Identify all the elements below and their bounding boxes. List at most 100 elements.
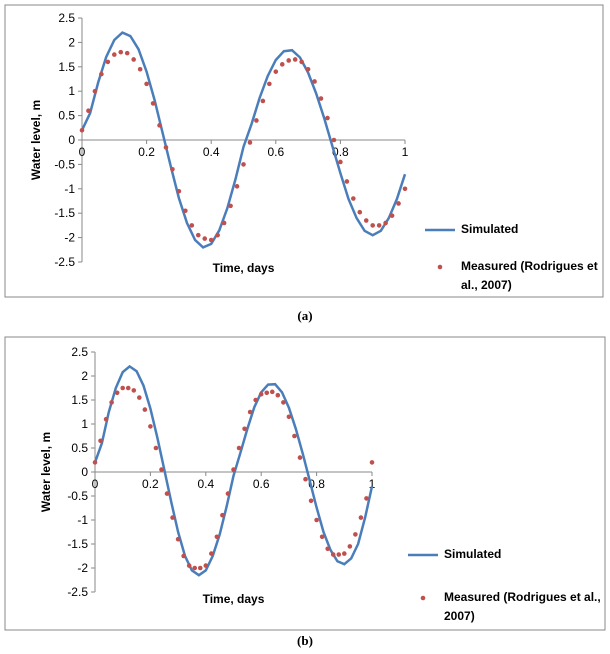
point: [358, 515, 364, 520]
y-tick-label: -2.5: [67, 585, 88, 599]
point: [197, 565, 203, 571]
point: [253, 397, 258, 403]
legend-entry: Measured (Rodrigues et al., 2007): [461, 259, 598, 292]
point: [120, 385, 125, 391]
point: [279, 62, 285, 67]
point: [376, 223, 382, 228]
y-axis-title: Water level, m: [39, 432, 53, 512]
caption: (b): [297, 633, 313, 648]
point: [209, 551, 214, 556]
point: [273, 69, 279, 74]
point: [370, 223, 376, 228]
point: [159, 467, 164, 472]
line: [93, 364, 374, 577]
point: [203, 563, 209, 568]
x-tick-label: 0.6: [253, 477, 270, 491]
chart-frame: [4, 4, 604, 298]
y-tick-label: -1.5: [54, 206, 75, 220]
point: [170, 515, 175, 520]
point: [79, 127, 85, 133]
x-tick-label: 0.4: [197, 477, 214, 491]
point: [186, 563, 192, 568]
point: [170, 166, 175, 172]
point: [142, 407, 148, 412]
point: [364, 496, 369, 501]
x-tick-label: 1: [402, 145, 409, 159]
y-tick-label: 2.5: [71, 345, 88, 359]
caption: (a): [297, 308, 312, 323]
point: [208, 237, 214, 243]
point: [269, 389, 275, 395]
x-tick-label: 0: [92, 477, 99, 491]
y-tick-label: -2: [64, 231, 75, 245]
point: [234, 184, 240, 189]
y-tick-label: 2: [81, 369, 88, 383]
point: [220, 512, 225, 518]
point: [114, 390, 120, 396]
y-tick-label: 0: [68, 133, 75, 147]
y-tick-label: 1.5: [71, 393, 88, 407]
y-tick-label: 1: [81, 417, 88, 431]
chart-frame: [4, 336, 606, 631]
point: [336, 552, 342, 557]
point: [157, 123, 162, 128]
y-axis-title: Water level, m: [29, 100, 43, 180]
y-tick-label: 2.5: [58, 11, 75, 25]
point: [258, 391, 264, 397]
y-tick-label: -2.5: [54, 255, 75, 269]
x-tick-label: 0.4: [203, 145, 220, 159]
point: [176, 188, 182, 194]
point: [330, 552, 336, 557]
legend-entry: Simulated: [461, 222, 518, 236]
point: [92, 460, 98, 465]
y-tick-label: -2: [77, 561, 88, 575]
point: [292, 57, 298, 62]
point: [308, 498, 314, 504]
point: [98, 438, 103, 444]
point: [241, 162, 246, 167]
point: [236, 445, 242, 451]
point: [153, 445, 159, 451]
point: [225, 491, 231, 496]
y-tick-label: 0.5: [71, 441, 88, 455]
point: [319, 534, 325, 540]
point: [181, 553, 186, 559]
point: [275, 392, 281, 398]
x-tick-label: 0.2: [142, 477, 159, 491]
point: [131, 388, 137, 393]
point: [118, 49, 124, 55]
point: [164, 491, 170, 496]
x-axis-title: Time, days: [203, 592, 265, 606]
point: [242, 426, 247, 432]
legend-entry: Simulated: [444, 547, 502, 561]
legend-swatch: [420, 595, 426, 601]
point: [254, 118, 259, 123]
y-tick-label: -0.5: [54, 157, 75, 171]
x-axis-title: Time, days: [213, 261, 275, 275]
point: [163, 145, 169, 150]
point: [347, 544, 353, 549]
point: [125, 385, 131, 391]
point: [150, 101, 156, 106]
point: [312, 79, 317, 84]
point: [192, 565, 198, 571]
point: [305, 66, 311, 72]
x-tick-label: 1: [369, 477, 376, 491]
point: [297, 455, 303, 460]
point: [369, 460, 375, 465]
point: [396, 201, 401, 206]
legend-label: Measured (Rodrigues et al., 2007): [444, 590, 601, 623]
point: [228, 203, 233, 209]
point: [344, 179, 350, 184]
line: [80, 31, 407, 249]
point: [299, 59, 304, 65]
point: [264, 390, 270, 396]
point: [267, 81, 272, 87]
point: [92, 88, 98, 94]
point: [318, 96, 324, 101]
point: [383, 220, 388, 226]
point: [338, 159, 343, 165]
legend-label: Simulated: [444, 547, 502, 561]
legend-entry: Measured (Rodrigues et al., 2007): [444, 590, 601, 623]
